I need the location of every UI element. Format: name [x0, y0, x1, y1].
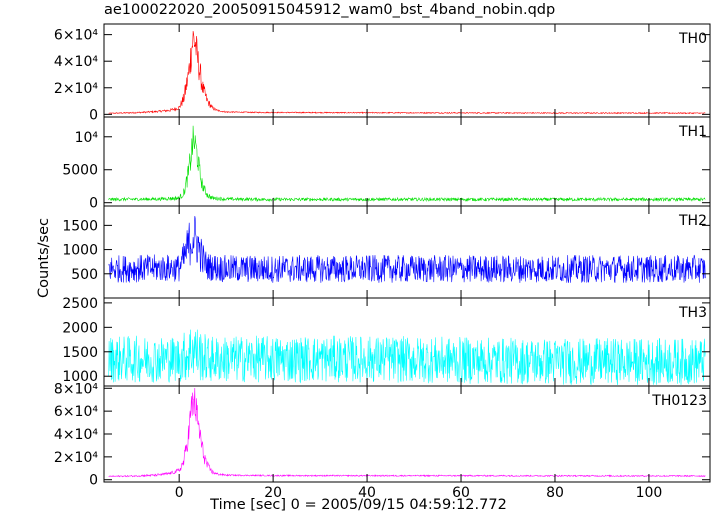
y-tick-label-th0123: 6×10⁴: [54, 404, 98, 420]
y-tick-label-th0: 4×10⁴: [54, 54, 98, 70]
series-th3: [108, 329, 706, 386]
panel-label-th0: TH0: [678, 31, 707, 47]
y-tick-label-th0: 6×10⁴: [54, 28, 98, 44]
x-tick-label: 20: [264, 485, 282, 501]
series-th0123: [108, 387, 706, 478]
y-tick-label-th1: 10⁴: [75, 130, 99, 146]
y-tick-label-th3: 2500: [62, 296, 98, 312]
y-tick-label-th1: 5000: [62, 163, 98, 179]
chart-title: ae100022020_20050915045912_wam0_bst_4ban…: [104, 2, 556, 18]
panel-label-th3: TH3: [678, 305, 707, 321]
y-tick-label-th2: 500: [71, 267, 98, 283]
y-tick-label-th1: 0: [89, 196, 98, 212]
y-tick-label-th3: 1500: [62, 345, 98, 361]
panel-frame-th0: [103, 23, 711, 118]
x-tick-label: 60: [452, 485, 470, 501]
series-th0: [108, 30, 706, 115]
panel-label-th1: TH1: [678, 124, 707, 140]
x-tick-label: 0: [175, 485, 184, 501]
y-tick-label-th0123: 4×10⁴: [54, 427, 98, 443]
x-tick-label: 100: [636, 485, 663, 501]
panel-label-th0123: TH0123: [651, 393, 707, 409]
x-tick-label: 40: [358, 485, 376, 501]
series-th1: [108, 125, 706, 203]
x-tick-label: 80: [546, 485, 564, 501]
y-tick-label-th0: 0: [89, 107, 98, 123]
y-tick-label-th3: 2000: [62, 320, 98, 336]
y-tick-label-th0: 2×10⁴: [54, 81, 98, 97]
y-tick-label-th0123: 0: [89, 473, 98, 489]
panel-label-th2: TH2: [678, 213, 707, 229]
panel-frame-th1: [103, 116, 711, 207]
y-tick-label-th3: 1000: [62, 369, 98, 385]
series-th2: [108, 216, 706, 283]
y-tick-label-th0123: 8×10⁴: [54, 381, 98, 397]
y-tick-label-th0123: 2×10⁴: [54, 450, 98, 466]
x-axis-label: Time [sec] 0 = 2005/09/15 04:59:12.772: [210, 497, 507, 513]
y-tick-label-th2: 1000: [62, 243, 98, 259]
y-tick-label-th2: 1500: [62, 218, 98, 234]
y-axis-label: Counts/sec: [36, 218, 52, 298]
